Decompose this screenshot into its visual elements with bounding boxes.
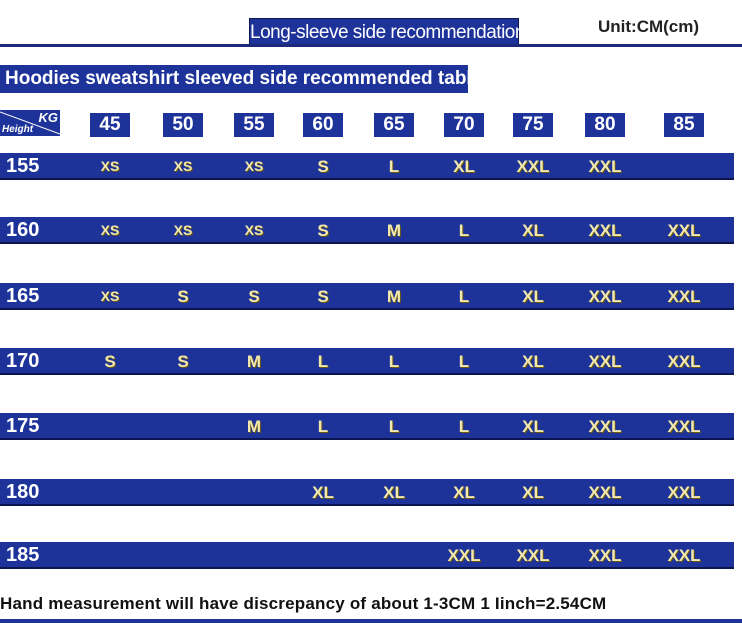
- size-cell: XL: [383, 483, 405, 502]
- size-cell: L: [458, 352, 470, 371]
- size-cell: L: [388, 352, 400, 371]
- size-cell: S: [317, 221, 329, 240]
- size-cell: XS: [100, 288, 120, 304]
- weight-header-cell: 60: [303, 113, 343, 137]
- table-row: 175 M L L L XL XXL XXL: [0, 413, 734, 440]
- size-cell: XXL: [516, 157, 550, 176]
- size-cell: XXL: [516, 546, 550, 565]
- size-cell: XL: [453, 483, 475, 502]
- axis-corner: KG Height: [0, 110, 60, 136]
- size-cell: XS: [100, 158, 120, 174]
- size-cell: XXL: [588, 287, 622, 306]
- size-cell: XXL: [667, 546, 701, 565]
- table-row: 180 XL XL XL XL XXL XXL: [0, 479, 734, 506]
- size-cell: XL: [522, 287, 544, 306]
- size-cell: XS: [173, 158, 193, 174]
- weight-axis-label: KG: [38, 110, 59, 125]
- table-row: 155 XS XS XS S L XL XXL XXL: [0, 153, 734, 180]
- row-height-label: 165: [6, 285, 40, 307]
- size-cell: XXL: [588, 157, 622, 176]
- size-cell: XL: [312, 483, 334, 502]
- size-cell: S: [177, 287, 189, 306]
- weight-header-cell: 85: [664, 113, 704, 137]
- size-cell: XS: [173, 222, 193, 238]
- row-height-label: 170: [6, 350, 40, 372]
- size-cell: L: [458, 287, 470, 306]
- row-height-label: 155: [6, 155, 40, 177]
- size-cell: XXL: [588, 352, 622, 371]
- weight-header-cell: 80: [585, 113, 625, 137]
- size-cell: XS: [100, 222, 120, 238]
- size-cell: XXL: [667, 352, 701, 371]
- size-cell: S: [177, 352, 189, 371]
- size-cell: XXL: [588, 221, 622, 240]
- size-cell: XXL: [588, 483, 622, 502]
- size-cell: S: [317, 287, 329, 306]
- row-height-label: 175: [6, 415, 40, 437]
- size-cell: M: [386, 221, 402, 240]
- weight-header-cell: 45: [90, 113, 130, 137]
- size-cell: XXL: [588, 546, 622, 565]
- size-cell: L: [317, 417, 329, 436]
- size-cell: XXL: [667, 483, 701, 502]
- bottom-divider: [0, 619, 742, 623]
- size-cell: XL: [522, 483, 544, 502]
- diagonal-divider-icon: [0, 111, 60, 135]
- table-subtitle: Hoodies sweatshirt sleeved side recommen…: [0, 65, 482, 93]
- weight-header-cell: 50: [163, 113, 203, 137]
- size-cell: XL: [453, 157, 475, 176]
- size-cell: XXL: [447, 546, 481, 565]
- size-cell: XXL: [667, 221, 701, 240]
- row-height-label: 180: [6, 481, 40, 503]
- size-cell: M: [386, 287, 402, 306]
- size-cell: L: [458, 221, 470, 240]
- row-height-label: 160: [6, 219, 40, 241]
- measurement-note: Hand measurement will have discrepancy o…: [0, 594, 607, 613]
- size-cell: XXL: [667, 417, 701, 436]
- top-divider: [0, 44, 742, 47]
- size-cell: XL: [522, 221, 544, 240]
- table-row: 160 XS XS XS S M L XL XXL XXL: [0, 217, 734, 244]
- height-axis-label: Height: [2, 124, 34, 135]
- size-cell: L: [458, 417, 470, 436]
- size-cell: L: [388, 157, 400, 176]
- weight-header-cell: 75: [513, 113, 553, 137]
- chart-title: Long-sleeve side recommendation tale: [249, 18, 559, 45]
- row-height-label: 185: [6, 544, 40, 566]
- size-cell: XXL: [588, 417, 622, 436]
- size-cell: S: [317, 157, 329, 176]
- weight-header-cell: 70: [444, 113, 484, 137]
- size-cell: XL: [522, 352, 544, 371]
- size-cell: L: [388, 417, 400, 436]
- size-cell: S: [248, 287, 260, 306]
- size-cell: M: [246, 417, 262, 436]
- size-cell: XXL: [667, 287, 701, 306]
- table-row: 185 XXL XXL XXL XXL: [0, 542, 734, 569]
- unit-label: Unit:CM(cm): [598, 17, 700, 36]
- size-cell: M: [246, 352, 262, 371]
- table-row: 170 S S M L L L XL XXL XXL: [0, 348, 734, 375]
- table-row: 165 XS S S S M L XL XXL XXL: [0, 283, 734, 310]
- weight-header-cell: 55: [234, 113, 274, 137]
- size-cell: XL: [522, 417, 544, 436]
- size-cell: XS: [244, 158, 264, 174]
- size-cell: L: [317, 352, 329, 371]
- size-cell: S: [104, 352, 116, 371]
- size-cell: XS: [244, 222, 264, 238]
- weight-header-cell: 65: [374, 113, 414, 137]
